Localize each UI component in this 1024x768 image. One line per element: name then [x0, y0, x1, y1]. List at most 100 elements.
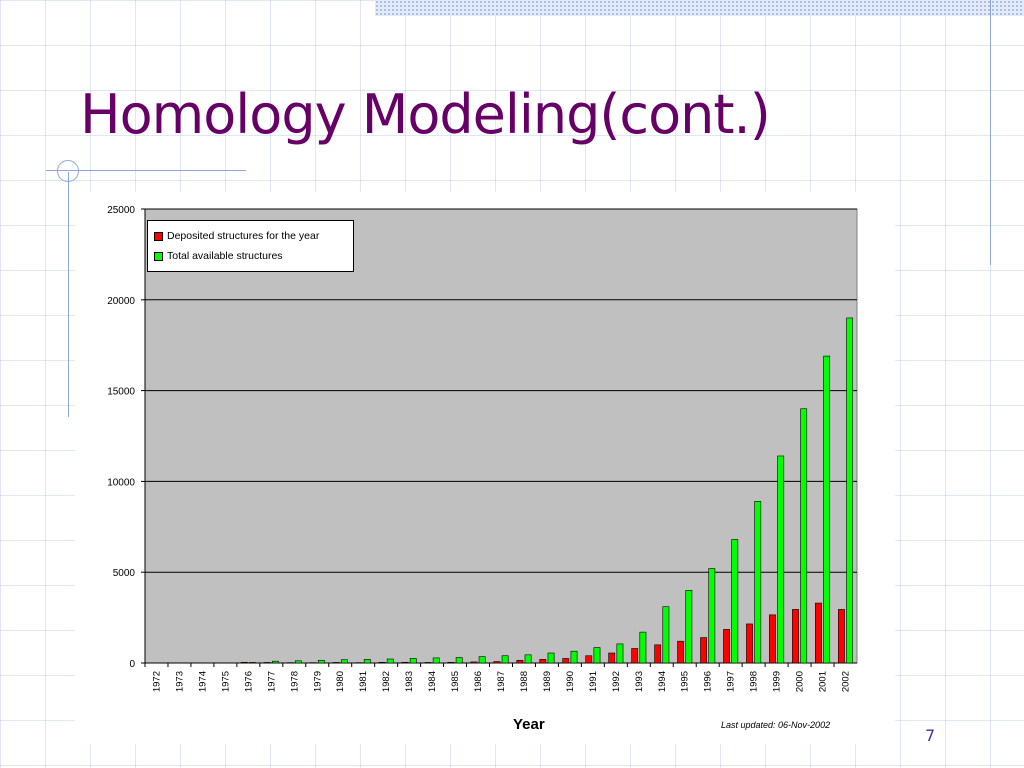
legend-label-deposited: Deposited structures for the year: [167, 230, 320, 242]
bar-deposited-1980: [332, 662, 340, 664]
bar-total-1976: [249, 662, 256, 664]
x-tick-label-1989: 1989: [542, 671, 553, 692]
bar-total-1995: [685, 590, 693, 664]
bar-total-1999: [777, 455, 785, 664]
right-decorative-line: [990, 0, 991, 265]
bar-total-1992: [616, 643, 624, 664]
slide-title: Homology Modeling(cont.): [80, 83, 771, 146]
bar-total-1993: [639, 631, 647, 664]
page-number: 7: [925, 726, 936, 745]
y-tick-label-5000: 5000: [113, 568, 136, 579]
bar-deposited-1982: [378, 661, 386, 664]
x-tick-label-1997: 1997: [726, 671, 737, 692]
top-decorative-band: [375, 0, 1024, 16]
bar-deposited-1992: [608, 652, 616, 664]
bar-total-1979: [317, 659, 325, 664]
x-tick-label-1981: 1981: [358, 671, 369, 692]
bar-deposited-2002: [838, 609, 845, 664]
bar-deposited-1989: [539, 659, 547, 664]
x-tick-label-1991: 1991: [588, 671, 599, 692]
legend-item-deposited: Deposited structures for the year: [154, 226, 347, 246]
bar-deposited-1985: [447, 661, 455, 664]
bar-total-2002: [846, 317, 854, 664]
x-tick-label-1990: 1990: [565, 671, 576, 692]
x-tick-label-1984: 1984: [427, 671, 438, 692]
y-tick-label-15000: 15000: [107, 387, 135, 398]
y-tick-label-0: 0: [129, 659, 135, 670]
x-axis-title: Year: [513, 716, 545, 733]
x-tick-label-1978: 1978: [289, 671, 300, 692]
chart-panel: 0 5000 10000 15000 20000 25000 1972 1973 1974 197…: [75, 192, 895, 744]
x-tick-label-1992: 1992: [611, 671, 622, 692]
bar-deposited-1987: [493, 661, 501, 664]
x-tick-label-1975: 1975: [220, 671, 231, 692]
bar-total-1990: [570, 650, 578, 664]
last-updated-note: Last updated: 06-Nov-2002: [721, 720, 831, 730]
x-tick-label-1985: 1985: [450, 671, 461, 692]
bar-deposited-1983: [401, 661, 409, 664]
bar-deposited-1986: [470, 661, 478, 664]
bar-deposited-1994: [654, 644, 662, 664]
x-tick-label-1974: 1974: [197, 671, 208, 692]
x-tick-label-1987: 1987: [496, 671, 507, 692]
x-tick-label-1976: 1976: [243, 671, 254, 692]
x-tick-label-1977: 1977: [266, 671, 277, 692]
x-tick-label-1988: 1988: [519, 671, 530, 692]
bar-total-1986: [478, 656, 486, 664]
bar-total-1980: [340, 659, 348, 664]
title-underline: [46, 170, 246, 171]
bar-total-1997: [731, 539, 739, 664]
bar-total-1977: [272, 660, 279, 664]
bar-total-1978: [294, 660, 302, 664]
bar-deposited-1999: [769, 614, 776, 664]
bar-chart: 0 5000 10000 15000 20000 25000 1972 1973 1974 197…: [107, 205, 858, 692]
y-tick-label-20000: 20000: [107, 296, 135, 307]
legend-swatch-deposited: [154, 231, 163, 241]
bar-deposited-1977: [263, 662, 271, 664]
x-tick-label-1994: 1994: [657, 671, 668, 692]
bar-total-1981: [363, 659, 371, 664]
plot-area: [144, 208, 858, 664]
bar-deposited-1990: [562, 658, 570, 664]
y-tick-label-10000: 10000: [107, 477, 135, 488]
bar-total-1998: [754, 501, 762, 664]
legend-label-total: Total available structures: [167, 250, 283, 262]
bar-deposited-1984: [424, 662, 432, 664]
x-tick-label-1983: 1983: [404, 671, 415, 692]
bar-total-1991: [593, 647, 601, 664]
title-circle-ornament: [57, 160, 79, 182]
x-tick-label-1999: 1999: [772, 671, 783, 692]
bar-total-1987: [501, 655, 509, 664]
bar-deposited-1996: [700, 637, 708, 664]
bar-deposited-1988: [516, 659, 524, 664]
bar-deposited-1993: [631, 648, 639, 664]
legend-item-total: Total available structures: [154, 246, 347, 266]
bar-deposited-1995: [677, 640, 685, 664]
x-tick-label-1986: 1986: [473, 671, 484, 692]
x-tick-label-1972: 1972: [151, 671, 162, 692]
bar-deposited-1976: [240, 661, 248, 664]
x-tick-label-1980: 1980: [335, 671, 346, 692]
x-tick-label-1982: 1982: [381, 671, 392, 692]
x-tick-label-1979: 1979: [312, 671, 323, 692]
bar-total-2001: [823, 355, 831, 664]
x-tick-label-1998: 1998: [749, 671, 760, 692]
bar-total-2000: [800, 408, 808, 664]
x-tick-label-2002: 2002: [841, 671, 852, 692]
bar-deposited-1991: [585, 655, 593, 664]
bar-total-1988: [524, 654, 532, 664]
bar-deposited-2000: [792, 609, 799, 664]
x-tick-label-1973: 1973: [174, 671, 185, 692]
y-tick-label-25000: 25000: [107, 205, 135, 216]
left-decorative-line: [68, 172, 69, 417]
bar-total-1983: [409, 658, 417, 664]
x-tick-label-2001: 2001: [818, 671, 829, 692]
bar-total-1985: [455, 657, 463, 664]
bar-total-1989: [547, 652, 555, 664]
x-tick-label-1993: 1993: [634, 671, 645, 692]
bar-total-1994: [662, 606, 670, 664]
bar-total-1984: [432, 657, 440, 664]
bar-deposited-1997: [723, 629, 730, 664]
bar-total-1996: [708, 568, 716, 664]
x-tick-label-2000: 2000: [795, 671, 806, 692]
